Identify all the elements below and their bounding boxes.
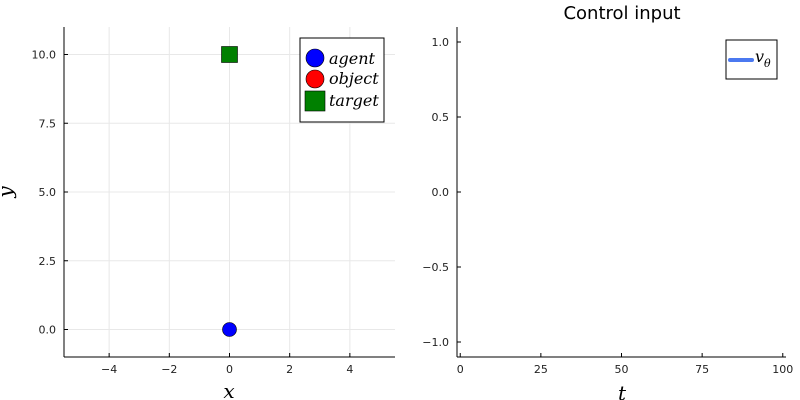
target-point	[221, 46, 238, 63]
y-tick-label: 5.0	[39, 186, 57, 199]
x-tick-label: −2	[161, 363, 177, 376]
x-tick-label: 2	[286, 363, 293, 376]
y-tick-label: 0.0	[39, 324, 57, 337]
x-tick-label: −4	[101, 363, 117, 376]
legend-marker-object	[305, 69, 325, 89]
y-tick-label: 0.5	[432, 111, 450, 124]
legend-label-agent: agent	[329, 49, 376, 68]
left-legend: agent object target	[299, 37, 385, 123]
left-panel: −4 −2 0 2 4 0.0 2.5 5.0 7.5 10.0 x y agent object…	[0, 27, 395, 400]
x-tick-label: 100	[772, 363, 793, 376]
right-x-axis-label: t	[618, 381, 627, 400]
y-tick-label: 1.0	[432, 36, 450, 49]
x-tick-label: 25	[534, 363, 548, 376]
right-panel: Control input 0 25 50 75 100 −1.0 −0.5 0.0 0.5 1.…	[422, 3, 793, 400]
right-legend: vθ	[725, 39, 778, 80]
x-tick-label: 0	[457, 363, 464, 376]
legend-marker-target	[304, 90, 326, 112]
x-tick-label: 4	[346, 363, 353, 376]
x-tick-label: 0	[226, 363, 233, 376]
left-x-axis-label: x	[223, 379, 234, 400]
y-tick-label: 7.5	[39, 117, 57, 130]
legend-label-object: object	[329, 69, 379, 88]
legend-label-v-theta: vθ	[755, 47, 771, 70]
y-tick-label: 10.0	[32, 49, 57, 62]
x-tick-label: 50	[615, 363, 629, 376]
legend-marker-agent	[305, 48, 325, 68]
agent-point	[222, 322, 237, 337]
y-tick-label: −1.0	[422, 336, 449, 349]
y-tick-label: 0.0	[432, 186, 450, 199]
legend-label-v: v	[755, 47, 764, 66]
left-points	[221, 46, 238, 337]
right-ticks: 0 25 50 75 100 −1.0 −0.5 0.0 0.5 1.0	[422, 36, 793, 376]
left-ticks: −4 −2 0 2 4 0.0 2.5 5.0 7.5 10.0	[32, 49, 354, 377]
y-tick-label: 2.5	[39, 255, 57, 268]
legend-label-target: target	[329, 91, 379, 110]
y-tick-label: −0.5	[422, 261, 449, 274]
legend-label-theta: θ	[764, 57, 771, 70]
x-tick-label: 75	[695, 363, 709, 376]
left-y-axis-label: y	[0, 186, 17, 199]
right-chart-title: Control input	[563, 3, 680, 24]
